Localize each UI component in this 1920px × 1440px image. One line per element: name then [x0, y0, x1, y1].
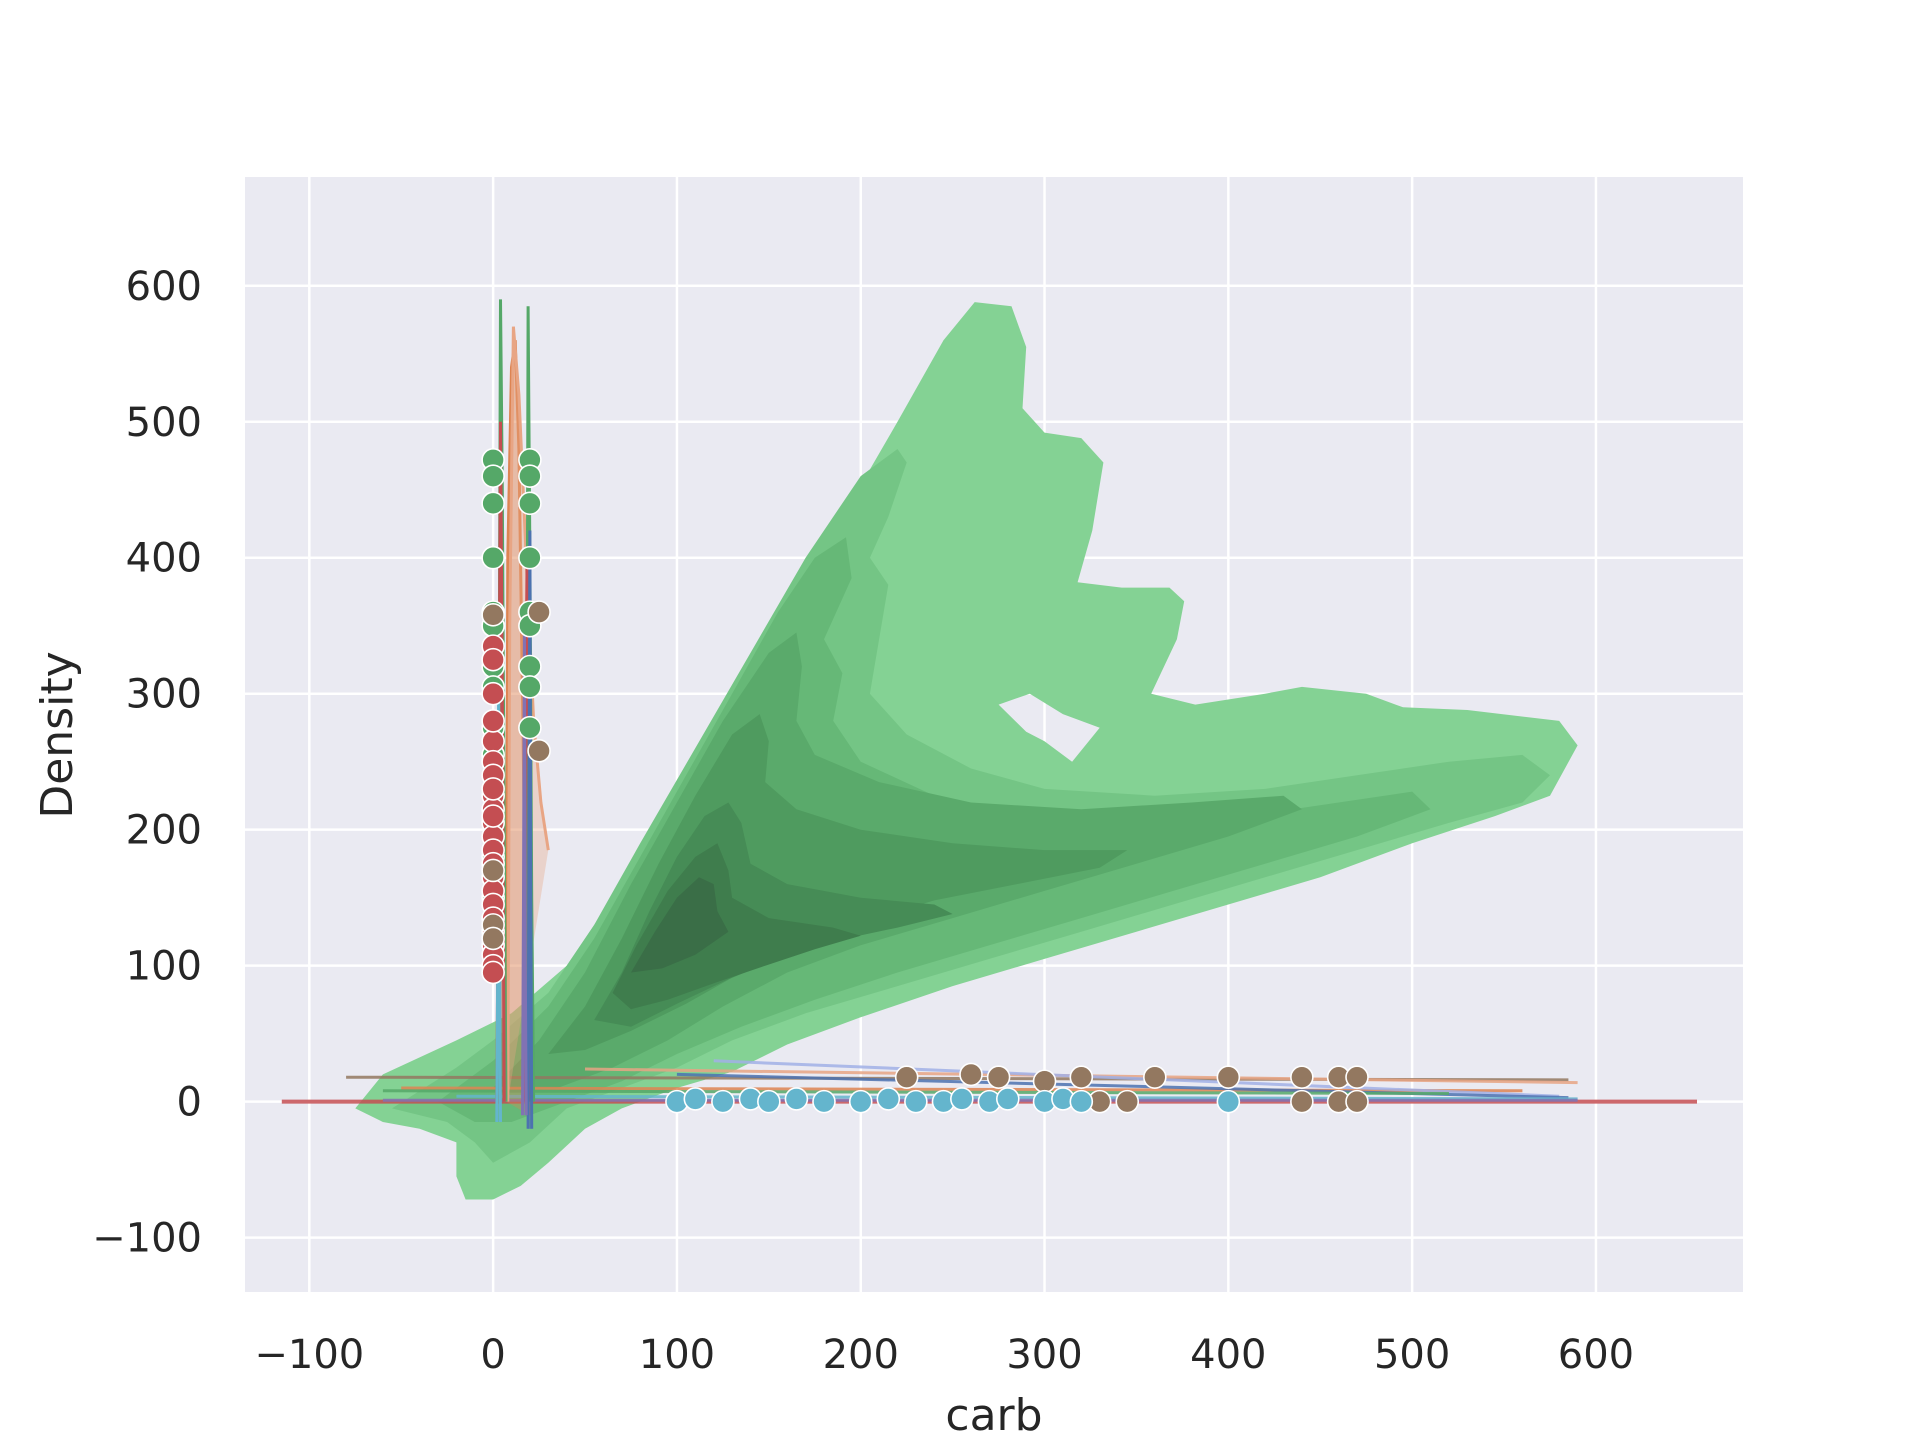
- scatter-point: [518, 675, 542, 699]
- scatter-points: [481, 448, 1369, 1114]
- scatter-point: [784, 1087, 809, 1111]
- scatter-point: [812, 1089, 836, 1114]
- y-tick-label: 300: [126, 672, 202, 718]
- scatter-point: [481, 926, 505, 951]
- y-tick-label: −100: [92, 1216, 202, 1262]
- y-tick-label: 200: [126, 808, 202, 854]
- scatter-point: [1069, 1065, 1094, 1089]
- scatter-point: [904, 1089, 928, 1114]
- kde-density-fill: [355, 302, 1578, 1200]
- density-line-vertical: [521, 625, 528, 1116]
- x-tick-label: 100: [639, 1332, 715, 1378]
- scatter-point: [1069, 1089, 1094, 1114]
- x-tick-labels: −100 0 100 200 300 400 500 600: [254, 1332, 1634, 1378]
- y-tick-labels: −100 0 100 200 300 400 500 600: [92, 264, 202, 1262]
- kde-contour-level: [612, 843, 861, 1010]
- scatter-point: [950, 1087, 974, 1111]
- scatter-point: [518, 491, 542, 516]
- scatter-point: [1345, 1065, 1369, 1089]
- scatter-point: [481, 960, 505, 985]
- scatter-point: [995, 1087, 1020, 1111]
- vertical-density-lines: [495, 299, 550, 1129]
- y-axis-label: Density: [32, 651, 83, 818]
- scatter-point: [481, 858, 505, 883]
- scatter-point: [757, 1089, 781, 1114]
- x-tick-label: 0: [480, 1332, 505, 1378]
- density-line-vertical: [526, 530, 534, 1129]
- scatter-point: [527, 600, 551, 624]
- scatter-point: [711, 1089, 735, 1114]
- y-tick-label: 400: [126, 536, 202, 582]
- x-tick-label: 500: [1374, 1332, 1450, 1378]
- x-tick-label: 300: [1006, 1332, 1082, 1378]
- scatter-point: [481, 729, 505, 754]
- scatter-point: [481, 709, 505, 733]
- scatter-point: [481, 464, 505, 488]
- scatter-point: [683, 1087, 708, 1111]
- scatter-point: [1290, 1089, 1314, 1114]
- scatter-point: [1216, 1065, 1241, 1089]
- y-tick-label: 100: [126, 944, 202, 990]
- scatter-point: [481, 491, 505, 516]
- kde-contour-level: [631, 877, 729, 973]
- scatter-point: [481, 603, 505, 627]
- x-tick-label: 400: [1190, 1332, 1266, 1378]
- scatter-point: [481, 647, 505, 672]
- x-axis-label: carb: [945, 1390, 1042, 1440]
- x-tick-label: −100: [254, 1332, 364, 1378]
- scatter-point: [1143, 1065, 1167, 1089]
- scatter-point: [518, 464, 542, 488]
- scatter-point: [1290, 1065, 1314, 1089]
- x-tick-label: 200: [823, 1332, 899, 1378]
- scatter-point: [1345, 1089, 1369, 1114]
- scatter-point: [1032, 1069, 1057, 1094]
- scatter-point: [527, 739, 551, 763]
- scatter-point: [481, 681, 505, 706]
- scatter-point: [848, 1089, 873, 1114]
- scatter-point: [1216, 1089, 1241, 1114]
- scatter-point: [518, 654, 542, 679]
- scatter-point: [481, 777, 505, 801]
- scatter-point: [481, 545, 505, 570]
- y-tick-label: 0: [177, 1080, 202, 1126]
- density-line-horizontal: [713, 1059, 1560, 1098]
- scatter-point: [518, 545, 542, 570]
- scatter-point: [894, 1065, 919, 1089]
- y-tick-label: 600: [126, 264, 202, 310]
- scatter-point: [1115, 1089, 1140, 1114]
- scatter-point: [986, 1065, 1011, 1089]
- scatter-point: [481, 804, 505, 828]
- scatter-point: [959, 1062, 983, 1087]
- x-tick-label: 600: [1558, 1332, 1634, 1378]
- scatter-point: [876, 1087, 901, 1111]
- y-tick-label: 500: [126, 400, 202, 446]
- scatter-point: [518, 715, 542, 740]
